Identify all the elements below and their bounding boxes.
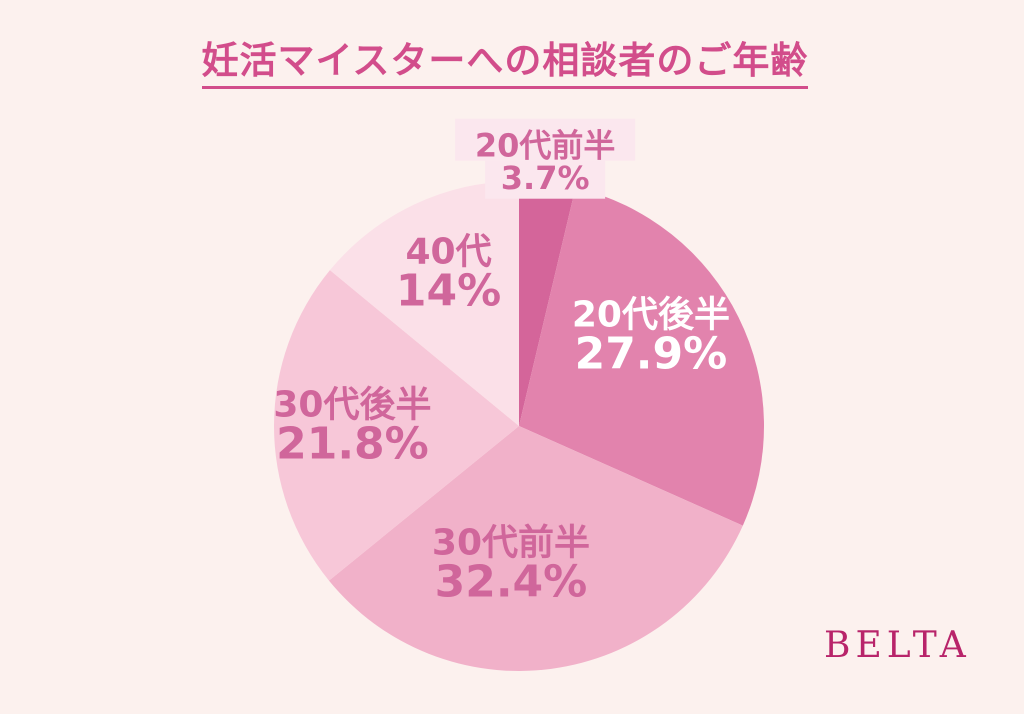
slice-value-label: 14% [396,266,501,317]
slice-value-label: 21.8% [276,419,429,470]
slice-label: 40代 [406,232,492,273]
slice-label: 30代後半 [273,385,431,426]
slice-value-background [485,160,606,199]
slice-label: 30代前半 [432,523,590,564]
pie-slice [273,270,519,581]
chart-title: 妊活マイスターへの相談者のご年齢 [0,38,1010,90]
brand-logo: BELTA [824,625,971,666]
slice-value-label: 32.4% [435,557,588,608]
pie-slice [519,187,765,526]
slice-label: 20代後半 [572,294,730,335]
pie-slice [329,181,519,426]
slice-value-label: 3.7% [501,159,590,197]
slice-label-background [455,118,636,161]
pie-slice [519,181,576,426]
pie-slice [328,426,743,671]
slice-value-label: 27.9% [575,329,728,380]
slice-label: 20代前半 [475,127,616,165]
